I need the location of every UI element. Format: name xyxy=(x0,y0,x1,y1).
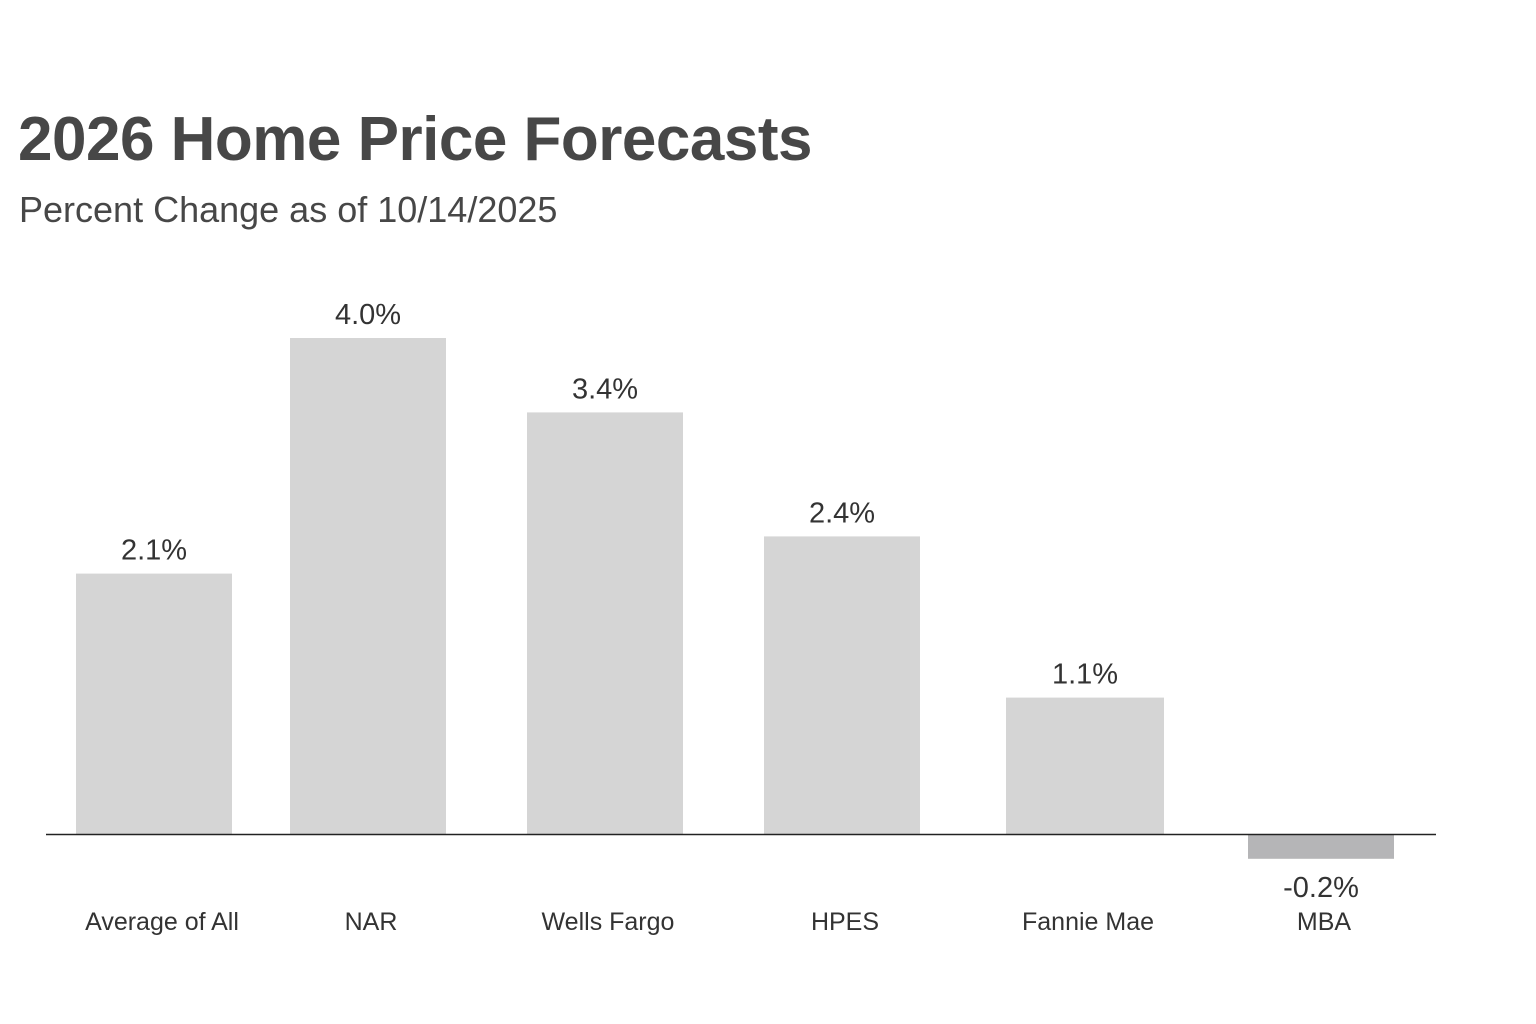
bar-average-of-all xyxy=(76,573,232,834)
bar-wells-fargo xyxy=(527,412,683,834)
bars-group xyxy=(76,338,1394,859)
value-labels-group: 2.1% 4.0% 3.4% 2.4% 1.1% -0.2% xyxy=(121,299,1359,904)
bar-fannie-mae xyxy=(1006,697,1164,834)
value-label-mba: -0.2% xyxy=(1283,872,1359,904)
category-label-average-of-all: Average of All xyxy=(85,908,239,936)
value-label-fannie-mae: 1.1% xyxy=(1052,659,1118,691)
category-label-wells-fargo: Wells Fargo xyxy=(542,908,675,936)
bar-mba xyxy=(1248,834,1394,859)
value-label-nar: 4.0% xyxy=(335,299,401,331)
bar-nar xyxy=(290,338,446,834)
value-label-hpes: 2.4% xyxy=(809,497,875,529)
chart-subtitle: Percent Change as of 10/14/2025 xyxy=(19,189,558,230)
chart-title: 2026 Home Price Forecasts xyxy=(18,105,812,174)
value-label-average-of-all: 2.1% xyxy=(121,535,187,567)
value-label-wells-fargo: 3.4% xyxy=(572,373,638,405)
bar-hpes xyxy=(764,536,920,834)
category-label-nar: NAR xyxy=(345,908,398,936)
category-labels-group: Average of All NAR Wells Fargo HPES Fannie M… xyxy=(85,908,1351,936)
category-label-mba: MBA xyxy=(1297,908,1352,936)
category-label-fannie-mae: Fannie Mae xyxy=(1022,908,1154,936)
category-label-hpes: HPES xyxy=(811,908,879,936)
